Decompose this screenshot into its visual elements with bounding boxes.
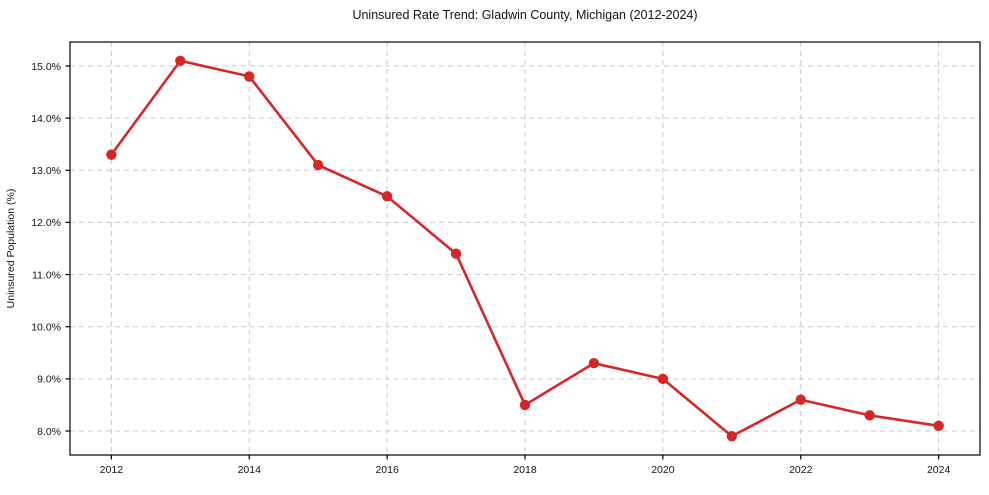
y-tick-label: 8.0% — [37, 426, 61, 438]
data-point-2024 — [933, 420, 944, 431]
y-tick-label: 10.0% — [31, 322, 61, 334]
grid-layer — [70, 42, 980, 455]
data-point-2013 — [175, 55, 186, 66]
data-point-2023 — [864, 410, 875, 421]
data-point-2021 — [726, 431, 738, 442]
data-point-2019 — [588, 358, 600, 369]
x-tick-label: 2014 — [238, 464, 262, 476]
chart-title: Uninsured Rate Trend: Gladwin County, Mi… — [352, 8, 697, 22]
y-tick-label: 9.0% — [37, 374, 61, 386]
x-tick-label: 2012 — [100, 464, 124, 476]
data-point-2014 — [244, 71, 255, 82]
data-point-2017 — [450, 248, 462, 259]
y-axis-label: Uninsured Population (%) — [5, 189, 17, 309]
data-series-layer — [106, 55, 944, 442]
data-point-2020 — [657, 373, 669, 385]
y-tick-label: 12.0% — [31, 217, 61, 229]
x-tick-label: 2016 — [375, 464, 399, 476]
data-point-2022 — [795, 394, 806, 405]
y-tick-label: 13.0% — [31, 165, 61, 177]
y-tick-label: 15.0% — [31, 61, 61, 73]
y-tick-label: 11.0% — [32, 269, 61, 281]
x-tick-label: 2022 — [789, 464, 813, 476]
axis-layer: 2012 2014 2016 2018 2020 2022 2024 8.0% 9.0% 10.0… — [31, 41, 981, 476]
x-tick-label: 2020 — [651, 464, 675, 476]
data-point-2015 — [312, 159, 324, 171]
data-point-2016 — [381, 191, 393, 202]
data-point-2012 — [106, 149, 117, 160]
y-tick-label: 14.0% — [31, 113, 61, 125]
x-tick-label: 2018 — [513, 464, 537, 476]
data-point-2018 — [519, 399, 531, 411]
x-tick-label: 2024 — [927, 464, 951, 476]
